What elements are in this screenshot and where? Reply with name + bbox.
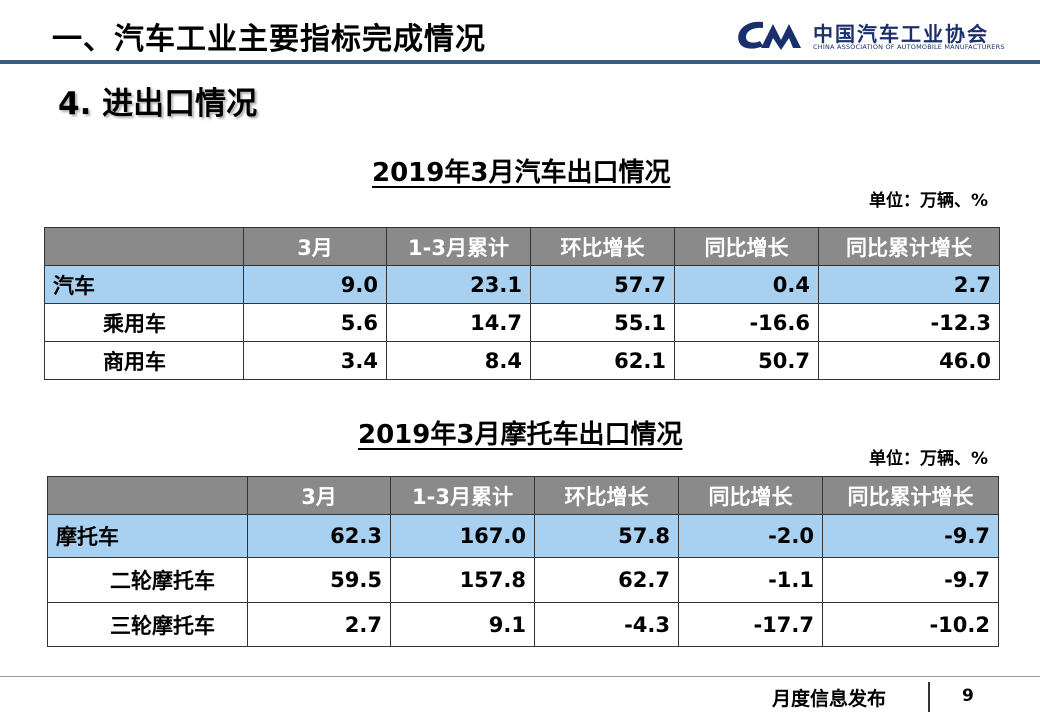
table-row: 三轮摩托车 2.7 9.1 -4.3 -17.7 -10.2: [47, 602, 999, 647]
table-row: 汽车 9.0 23.1 57.7 0.4 2.7: [44, 265, 1000, 304]
table-cell: 14.7: [386, 303, 531, 342]
logo-english-name: CHINA ASSOCIATION OF AUTOMOBILE MANUFACT…: [813, 43, 1005, 51]
table-cell: 8.4: [386, 341, 531, 380]
auto-export-table: 3月 1-3月累计 环比增长 同比增长 同比累计增长 汽车 9.0 23.1 5…: [44, 227, 1000, 380]
table-cell: 0.4: [674, 265, 819, 304]
table2-title: 2019年3月摩托车出口情况: [358, 420, 683, 450]
motorcycle-export-table: 3月 1-3月累计 环比增长 同比增长 同比累计增长 摩托车 62.3 167.…: [47, 476, 999, 647]
section-title: 4. 进出口情况: [58, 86, 258, 122]
row-label: 二轮摩托车: [47, 557, 248, 603]
table-cell: 62.1: [530, 341, 675, 380]
table-cell: -2.0: [678, 514, 823, 558]
column-header: 1-3月累计: [386, 227, 531, 266]
footer-divider: [0, 676, 1040, 677]
footer-separator: [928, 682, 930, 712]
caam-logo-icon: [738, 21, 801, 50]
row-label: 摩托车: [47, 514, 248, 558]
table-cell: 57.8: [534, 514, 679, 558]
table-cell: 2.7: [818, 265, 1000, 304]
column-header: 1-3月累计: [390, 476, 535, 515]
table-cell: -1.1: [678, 557, 823, 603]
table-header-row: 3月 1-3月累计 环比增长 同比增长 同比累计增长: [47, 476, 999, 515]
table-cell: -12.3: [818, 303, 1000, 342]
column-header: 3月: [247, 476, 391, 515]
table-cell: 46.0: [818, 341, 1000, 380]
table-cell: 3.4: [243, 341, 387, 380]
table-cell: 57.7: [530, 265, 675, 304]
row-label: 汽车: [44, 265, 244, 304]
table-cell: -10.2: [822, 602, 999, 647]
table-row: 乘用车 5.6 14.7 55.1 -16.6 -12.3: [44, 303, 1000, 342]
table-cell: 62.3: [247, 514, 391, 558]
column-header: [44, 227, 244, 266]
column-header: 同比累计增长: [822, 476, 999, 515]
table-cell: -9.7: [822, 514, 999, 558]
page-number: 9: [962, 686, 974, 706]
table-cell: 157.8: [390, 557, 535, 603]
logo-chinese-name: 中国汽车工业协会: [813, 22, 989, 46]
table-cell: 9.1: [390, 602, 535, 647]
footer-label: 月度信息发布: [772, 688, 887, 710]
table-cell: 59.5: [247, 557, 391, 603]
column-header: 3月: [243, 227, 387, 266]
header-divider: [0, 60, 1040, 64]
table-cell: 55.1: [530, 303, 675, 342]
table-cell: -16.6: [674, 303, 819, 342]
table1-title: 2019年3月汽车出口情况: [372, 158, 671, 188]
column-header: 同比累计增长: [818, 227, 1000, 266]
column-header: 环比增长: [534, 476, 679, 515]
table-cell: 9.0: [243, 265, 387, 304]
table-cell: 50.7: [674, 341, 819, 380]
table-row: 二轮摩托车 59.5 157.8 62.7 -1.1 -9.7: [47, 557, 999, 603]
table-cell: -4.3: [534, 602, 679, 647]
table2-unit: 单位：万辆、%: [868, 449, 988, 469]
column-header: 环比增长: [530, 227, 675, 266]
row-label: 乘用车: [44, 303, 244, 342]
table1-unit: 单位：万辆、%: [868, 191, 988, 211]
table-row: 商用车 3.4 8.4 62.1 50.7 46.0: [44, 341, 1000, 380]
column-header: [47, 476, 248, 515]
column-header: 同比增长: [678, 476, 823, 515]
slide-title: 一、汽车工业主要指标完成情况: [52, 22, 486, 57]
row-label: 商用车: [44, 341, 244, 380]
table-header-row: 3月 1-3月累计 环比增长 同比增长 同比累计增长: [44, 227, 1000, 266]
table-cell: -9.7: [822, 557, 999, 603]
table-cell: 5.6: [243, 303, 387, 342]
row-label: 三轮摩托车: [47, 602, 248, 647]
table-cell: 167.0: [390, 514, 535, 558]
table-cell: 2.7: [247, 602, 391, 647]
table-row: 摩托车 62.3 167.0 57.8 -2.0 -9.7: [47, 514, 999, 558]
table-cell: 23.1: [386, 265, 531, 304]
caam-logo: 中国汽车工业协会 CHINA ASSOCIATION OF AUTOMOBILE…: [733, 16, 1023, 56]
table-cell: 62.7: [534, 557, 679, 603]
table-cell: -17.7: [678, 602, 823, 647]
column-header: 同比增长: [674, 227, 819, 266]
